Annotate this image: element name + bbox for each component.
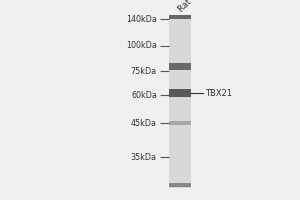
Text: TBX21: TBX21 <box>205 88 232 98</box>
Bar <box>169 63 190 70</box>
Text: 35kDa: 35kDa <box>131 152 157 162</box>
Text: 75kDa: 75kDa <box>131 66 157 75</box>
Text: 100kDa: 100kDa <box>126 42 157 50</box>
Text: 140kDa: 140kDa <box>126 15 157 23</box>
Text: Rat lung: Rat lung <box>177 0 208 14</box>
Bar <box>169 89 190 97</box>
Bar <box>169 16 190 188</box>
Text: 45kDa: 45kDa <box>131 118 157 128</box>
Bar <box>169 121 190 125</box>
Bar <box>169 15 190 19</box>
Bar <box>169 183 190 187</box>
Text: 60kDa: 60kDa <box>131 90 157 99</box>
